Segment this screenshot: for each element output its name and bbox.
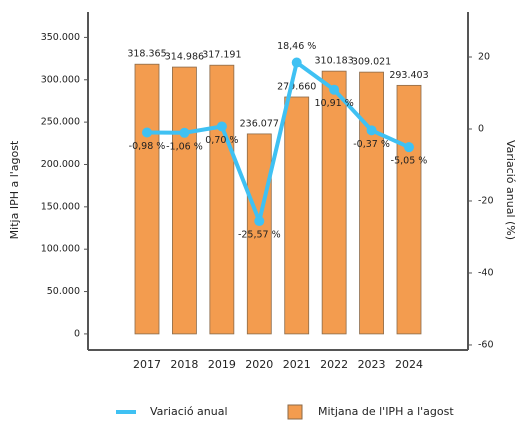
bar	[359, 71, 384, 335]
line-label: -0,37 %	[353, 139, 390, 150]
x-tick-label: 2021	[283, 358, 311, 371]
bar-label: 293.403	[389, 70, 428, 81]
x-tick-label: 2018	[170, 358, 198, 371]
y2-tick-label: 20	[478, 51, 490, 62]
line-label: -5,05 %	[391, 156, 428, 167]
line-label: -25,57 %	[238, 230, 281, 241]
y-tick-label: 150.000	[41, 201, 80, 212]
y2-tick-label: 0	[478, 123, 484, 134]
bar-label: 314.986	[165, 52, 204, 63]
y-tick-label: 0	[74, 328, 80, 339]
y-axis-label: Mitja IPH a l'agost	[8, 140, 21, 239]
bar	[209, 64, 235, 335]
line-point	[179, 127, 190, 138]
line-label: 0,70 %	[205, 135, 238, 146]
line-point	[329, 84, 340, 95]
y-tick-label: 100.000	[41, 244, 80, 255]
bar-label: 310.183	[314, 56, 353, 67]
line-label: 10,91 %	[315, 98, 354, 109]
y-tick-label: 300.000	[41, 74, 80, 85]
x-tick-label: 2019	[208, 358, 236, 371]
line-label: 18,46 %	[277, 41, 316, 52]
y-tick-label: 50.000	[47, 286, 80, 297]
bar-label: 318.365	[127, 49, 166, 60]
legend-label: Variació anual	[150, 405, 228, 418]
x-tick-label: 2020	[245, 358, 273, 371]
x-tick-label: 2023	[358, 358, 386, 371]
legend-swatch	[287, 404, 303, 420]
y2-tick-label: -60	[478, 339, 494, 350]
legend-label: Mitjana de l'IPH a l'agost	[318, 405, 454, 418]
line-point	[254, 216, 265, 227]
bar	[134, 63, 160, 335]
line-label: -1,06 %	[166, 141, 203, 152]
line-point	[404, 142, 414, 153]
bar	[396, 84, 422, 335]
x-tick-label: 2024	[395, 358, 423, 371]
line-point	[366, 125, 377, 136]
y-tick-label: 200.000	[41, 159, 80, 170]
bar-label: 309.021	[352, 57, 391, 68]
y2-tick-label: -20	[478, 195, 494, 206]
line-point	[291, 57, 302, 68]
y-tick-label: 350.000	[41, 32, 80, 43]
y2-tick-label: -40	[478, 267, 494, 278]
x-tick-label: 2022	[320, 358, 348, 371]
line	[146, 60, 410, 224]
x-tick-label: 2017	[133, 358, 161, 371]
line-label: -0,98 %	[129, 141, 166, 152]
y-tick-label: 250.000	[41, 117, 80, 128]
bar	[284, 96, 310, 335]
y2-axis-label: Variació anual (%)	[504, 140, 517, 240]
bar-label: 317.191	[202, 50, 241, 61]
bar	[321, 70, 347, 335]
line-point	[216, 121, 227, 132]
bar-label: 236.077	[240, 118, 279, 129]
bar	[172, 66, 197, 335]
bar-label: 279.660	[277, 81, 316, 92]
line-point	[142, 127, 152, 138]
bar	[246, 133, 272, 335]
